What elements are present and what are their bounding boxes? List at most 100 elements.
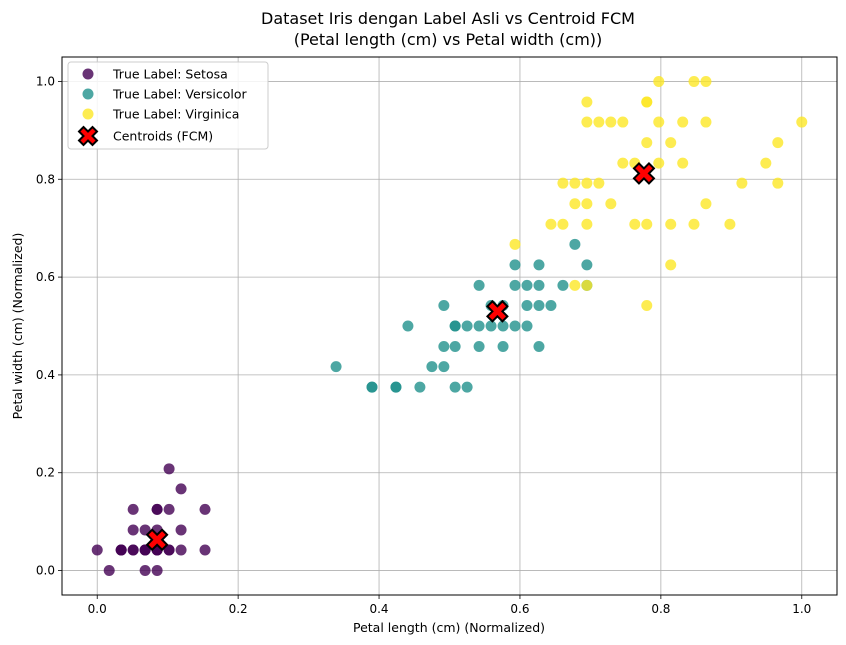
data-point-virginica [593, 177, 605, 189]
centroid-marker [145, 528, 169, 552]
data-point-virginica [581, 116, 593, 128]
data-point-setosa [115, 544, 127, 556]
data-point-virginica [557, 218, 569, 230]
data-point-virginica [653, 75, 665, 87]
x-axis-ticks: 0.0 0.2 0.4 0.6 0.8 1.0 [88, 595, 811, 616]
data-point-virginica [700, 198, 712, 210]
y-axis-ticks: 0.0 0.2 0.4 0.6 0.8 1.0 [36, 74, 62, 578]
data-point-setosa [91, 544, 103, 556]
centroid-marker [485, 299, 509, 323]
data-point-virginica [736, 177, 748, 189]
data-point-versicolor [473, 320, 485, 332]
data-point-versicolor [438, 361, 450, 373]
data-point-virginica [653, 116, 665, 128]
data-point-virginica [641, 96, 653, 108]
data-point-versicolor [521, 320, 533, 332]
data-point-virginica [545, 218, 557, 230]
data-point-virginica [772, 177, 784, 189]
data-point-versicolor [497, 341, 509, 353]
data-point-virginica [605, 198, 617, 210]
data-points [91, 75, 808, 577]
data-point-virginica [772, 137, 784, 149]
data-point-versicolor [402, 320, 414, 332]
data-point-virginica [665, 218, 677, 230]
centroid-marker [632, 161, 656, 185]
data-point-virginica [641, 299, 653, 311]
data-point-setosa [163, 463, 175, 475]
data-point-setosa [175, 524, 187, 536]
data-point-versicolor [509, 320, 521, 332]
data-point-versicolor [533, 259, 545, 271]
data-point-virginica [509, 238, 521, 250]
legend-label-centroids: Centroids (FCM) [113, 129, 213, 144]
legend-box [67, 61, 269, 150]
data-point-virginica [629, 218, 641, 230]
centroid-markers [145, 161, 656, 552]
data-point-virginica [641, 137, 653, 149]
data-point-versicolor [438, 299, 450, 311]
data-point-virginica [581, 96, 593, 108]
data-point-versicolor [497, 320, 509, 332]
data-point-versicolor [390, 381, 402, 393]
data-point-versicolor [330, 361, 342, 373]
legend-marker-setosa [82, 68, 94, 80]
x-tick-label: 0.0 [88, 602, 107, 616]
legend-marker-virginica [82, 108, 94, 120]
data-point-virginica [724, 218, 736, 230]
data-point-versicolor [461, 381, 473, 393]
data-point-setosa [127, 544, 139, 556]
y-tick-label: 0.8 [36, 172, 55, 186]
data-point-virginica [688, 218, 700, 230]
data-point-versicolor [449, 381, 461, 393]
data-point-versicolor [461, 320, 473, 332]
data-point-versicolor [473, 341, 485, 353]
legend-marker-versicolor [82, 88, 94, 100]
y-tick-label: 1.0 [36, 74, 55, 88]
legend-marker-centroid [77, 125, 99, 147]
data-point-virginica [641, 218, 653, 230]
data-point-virginica [665, 259, 677, 271]
y-tick-label: 0.6 [36, 270, 55, 284]
data-point-versicolor [509, 279, 521, 291]
data-point-setosa [103, 565, 115, 577]
plot-frame [61, 56, 838, 596]
data-point-virginica [557, 177, 569, 189]
data-point-versicolor [533, 299, 545, 311]
x-axis-label: Petal length (cm) (Normalized) [353, 620, 545, 635]
data-point-versicolor [533, 279, 545, 291]
data-point-virginica [700, 75, 712, 87]
data-point-versicolor [509, 259, 521, 271]
data-point-virginica [581, 177, 593, 189]
data-point-virginica [569, 279, 581, 291]
data-point-virginica [796, 116, 808, 128]
legend: True Label: Setosa True Label: Versicolo… [67, 61, 269, 150]
legend-label-virginica: True Label: Virginica [112, 107, 239, 122]
chart-title-line-1: Dataset Iris dengan Label Asli vs Centro… [261, 9, 635, 28]
data-point-virginica [653, 157, 665, 169]
data-point-setosa [127, 524, 139, 536]
data-point-versicolor [521, 279, 533, 291]
data-point-virginica [665, 137, 677, 149]
x-tick-label: 1.0 [792, 602, 811, 616]
chart-title-line-2: (Petal length (cm) vs Petal width (cm)) [294, 30, 603, 49]
data-point-virginica [700, 116, 712, 128]
x-tick-label: 0.6 [510, 602, 529, 616]
data-point-virginica [581, 218, 593, 230]
data-point-setosa [175, 483, 187, 495]
data-point-versicolor [545, 299, 557, 311]
data-point-setosa [151, 503, 163, 515]
data-point-setosa [163, 503, 175, 515]
data-point-versicolor [426, 361, 438, 373]
data-point-setosa [163, 544, 175, 556]
data-point-versicolor [438, 341, 450, 353]
data-point-setosa [127, 503, 139, 515]
data-point-versicolor [521, 299, 533, 311]
data-point-versicolor [485, 320, 497, 332]
data-point-setosa [139, 565, 151, 577]
data-point-virginica [677, 116, 689, 128]
legend-label-versicolor: True Label: Versicolor [112, 87, 247, 102]
y-tick-label: 0.4 [36, 368, 55, 382]
data-point-setosa [139, 544, 151, 556]
data-point-virginica [605, 116, 617, 128]
